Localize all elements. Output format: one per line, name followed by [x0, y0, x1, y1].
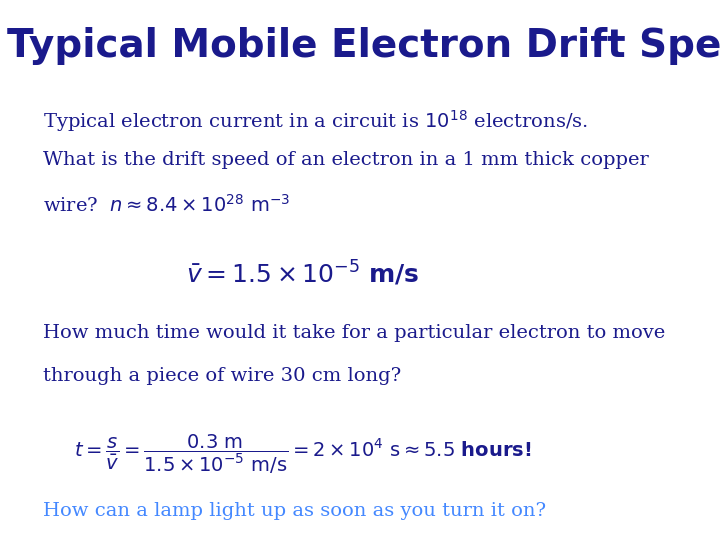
Text: through a piece of wire 30 cm long?: through a piece of wire 30 cm long?	[43, 367, 402, 385]
Text: How can a lamp light up as soon as you turn it on?: How can a lamp light up as soon as you t…	[43, 502, 546, 520]
Text: What is the drift speed of an electron in a 1 mm thick copper: What is the drift speed of an electron i…	[43, 151, 649, 169]
Text: Typical Mobile Electron Drift Speed: Typical Mobile Electron Drift Speed	[7, 27, 720, 65]
Text: wire?  $n \approx 8.4 \times 10^{28}\ \mathrm{m}^{-3}$: wire? $n \approx 8.4 \times 10^{28}\ \ma…	[43, 194, 290, 217]
Text: Typical electron current in a circuit is $10^{18}$ electrons/s.: Typical electron current in a circuit is…	[43, 108, 588, 134]
Text: $\bar{v} = 1.5 \times 10^{-5}\ \mathbf{m/s}$: $\bar{v} = 1.5 \times 10^{-5}\ \mathbf{m…	[186, 259, 419, 288]
Text: How much time would it take for a particular electron to move: How much time would it take for a partic…	[43, 324, 665, 342]
Text: $t = \dfrac{s}{\bar{v}} = \dfrac{0.3\ \mathrm{m}}{1.5 \times 10^{-5}\ \mathrm{m/: $t = \dfrac{s}{\bar{v}} = \dfrac{0.3\ \m…	[73, 432, 531, 476]
